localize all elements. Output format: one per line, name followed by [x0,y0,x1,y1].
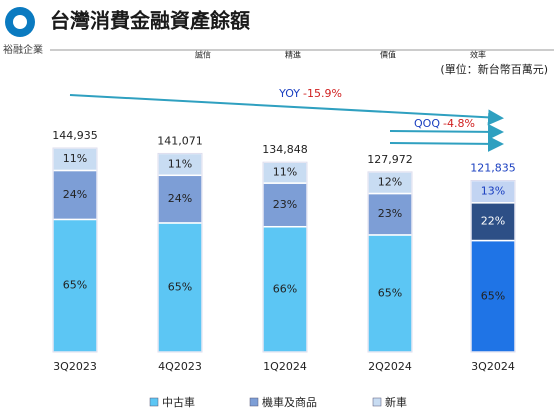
segment-label: 66% [273,282,297,295]
segment-label: 13% [481,185,505,198]
segment-label: 65% [168,280,192,293]
total-label: 141,071 [157,134,203,147]
motto: 誠信 [195,50,211,60]
yoy-arrow [69,94,504,126]
bar-outline [262,161,308,353]
segment-label: 11% [168,157,192,170]
segment-label: 23% [378,207,402,220]
bar-outline [470,180,516,353]
bar-outline [157,152,203,353]
logo [13,15,27,29]
motto: 精進 [285,50,301,60]
yoy-value: -15.9% [303,87,342,100]
segment-label: 11% [63,152,87,165]
logo-text: 裕融企業 [3,43,43,56]
segment-label: 65% [378,286,402,299]
yoy-label: YOY [278,87,300,100]
total-label: 134,848 [262,143,308,156]
segment-label: 24% [63,188,87,201]
segment-label: 23% [273,198,297,211]
qoq-arrow [389,135,504,152]
legend-label: 中古車 [162,395,195,409]
total-label: 121,835 [470,162,516,175]
x-tick-label: 3Q2024 [471,360,515,373]
legend-label: 新車 [385,395,407,409]
qoq-arrow [389,123,504,140]
legend-swatch [249,397,259,407]
segment-label: 11% [273,166,297,179]
segment-label: 22% [481,215,505,228]
x-tick-label: 3Q2023 [53,360,97,373]
x-tick-label: 1Q2024 [263,360,307,373]
total-label: 127,972 [367,153,413,166]
bar-outline [52,147,98,353]
bar-outline [367,171,413,353]
legend-label: 機車及商品 [262,395,317,409]
segment-label: 65% [481,289,505,302]
segment-label: 65% [63,279,87,292]
segment-label: 24% [168,192,192,205]
unit-note: (單位：新台幣百萬元) [440,62,548,76]
qoq-value: -4.8% [443,117,475,130]
total-label: 144,935 [52,129,98,142]
segment-label: 12% [378,176,402,189]
x-tick-label: 2Q2024 [368,360,412,373]
bar-segment [52,218,98,353]
legend-swatch [372,397,382,407]
x-tick-label: 4Q2023 [158,360,202,373]
qoq-label: QOQ [414,117,440,130]
page-title: 台灣消費金融資產餘額 [50,9,250,33]
legend-swatch [149,397,159,407]
motto: 價值 [380,50,396,60]
motto: 效率 [470,50,486,60]
